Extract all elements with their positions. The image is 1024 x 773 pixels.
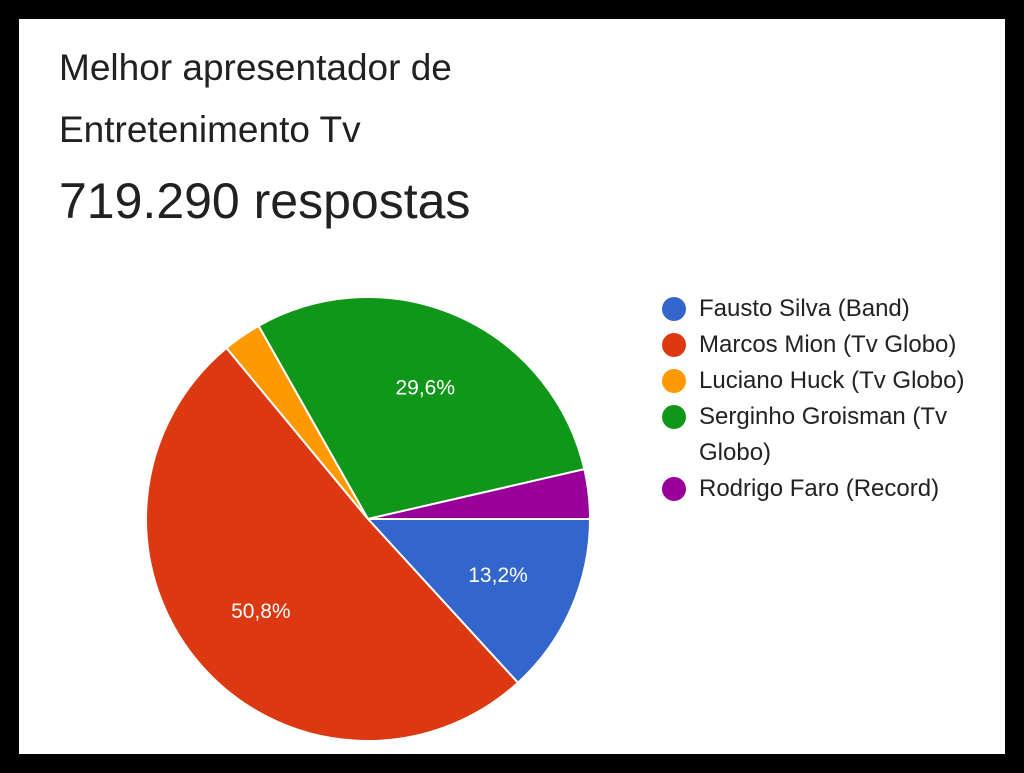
slice-label-serginho-groisman: 29,6% [395, 377, 455, 400]
legend-item-marcos-mion[interactable]: Marcos Mion (Tv Globo) [662, 327, 982, 363]
legend-item-fausto-silva[interactable]: Fausto Silva (Band) [662, 291, 982, 327]
legend-swatch-luciano-huck [662, 369, 686, 393]
legend-item-serginho-groisman[interactable]: Serginho Groisman (Tv Globo) [662, 399, 982, 471]
legend-swatch-fausto-silva [662, 297, 686, 321]
legend-label-fausto-silva: Fausto Silva (Band) [699, 295, 910, 322]
legend-swatch-rodrigo-faro [662, 477, 686, 501]
pie-slice-fausto-silva[interactable] [365, 518, 592, 685]
pie-slice-serginho-groisman[interactable] [257, 296, 586, 521]
legend-label-rodrigo-faro: Rodrigo Faro (Record) [699, 475, 940, 502]
legend-label-serginho-groisman: Serginho Groisman (Tv Globo) [699, 403, 948, 466]
slice-label-fausto-silva: 13,2% [468, 564, 528, 587]
pie-slice-rodrigo-faro[interactable] [367, 468, 592, 520]
legend-swatch-serginho-groisman [662, 405, 686, 429]
legend-label-marcos-mion: Marcos Mion (Tv Globo) [699, 331, 957, 358]
slice-label-marcos-mion: 50,8% [231, 600, 291, 623]
pie-slice-marcos-mion[interactable] [145, 346, 520, 742]
legend-swatch-marcos-mion [662, 333, 686, 357]
chart-card: Melhor apresentador de Entretenimento Tv… [19, 19, 1005, 754]
pie-chart: 13,2% 50,8% 29,6% [145, 296, 592, 742]
chart-title: Melhor apresentador de Entretenimento Tv [59, 47, 452, 150]
legend-item-luciano-huck[interactable]: Luciano Huck (Tv Globo) [662, 363, 982, 399]
response-count: 719.290 respostas [59, 173, 471, 229]
legend-item-rodrigo-faro[interactable]: Rodrigo Faro (Record) [662, 471, 982, 507]
chart-legend: Fausto Silva (Band) Marcos Mion (Tv Glob… [662, 291, 982, 507]
legend-label-luciano-huck: Luciano Huck (Tv Globo) [699, 367, 965, 394]
